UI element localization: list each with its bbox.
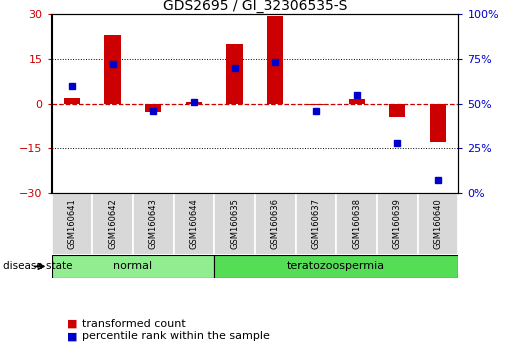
Bar [214,193,255,255]
Text: GSM160636: GSM160636 [271,198,280,250]
Bar [214,255,458,278]
Bar [430,104,446,142]
Bar [389,104,405,117]
Text: teratozoospermia: teratozoospermia [287,261,385,272]
Bar [349,99,365,104]
Bar [418,193,458,255]
Bar [227,44,243,104]
Text: ■: ■ [67,331,77,341]
Bar [133,193,174,255]
Bar [336,193,377,255]
Text: transformed count: transformed count [82,319,186,329]
Text: GSM160643: GSM160643 [149,199,158,249]
Bar [92,193,133,255]
Title: GDS2695 / GI_32306535-S: GDS2695 / GI_32306535-S [163,0,347,13]
Text: GSM160642: GSM160642 [108,199,117,249]
Text: GSM160639: GSM160639 [393,199,402,249]
Bar [145,104,161,113]
Bar [105,35,121,104]
Bar [255,193,296,255]
Text: GSM160644: GSM160644 [190,199,198,249]
Bar [174,193,214,255]
Bar [377,193,418,255]
Text: GSM160638: GSM160638 [352,198,361,250]
Bar [186,102,202,104]
Text: percentile rank within the sample: percentile rank within the sample [82,331,270,341]
Bar [267,16,283,104]
Text: GSM160637: GSM160637 [312,198,320,250]
Text: GSM160635: GSM160635 [230,199,239,249]
Bar [64,98,80,104]
Text: disease state: disease state [3,261,72,272]
Text: GSM160641: GSM160641 [67,199,76,249]
Bar [308,104,324,105]
Bar [52,255,214,278]
Text: GSM160640: GSM160640 [434,199,442,249]
Bar [296,193,336,255]
Text: normal: normal [113,261,152,272]
Bar [52,193,92,255]
Text: ■: ■ [67,319,77,329]
